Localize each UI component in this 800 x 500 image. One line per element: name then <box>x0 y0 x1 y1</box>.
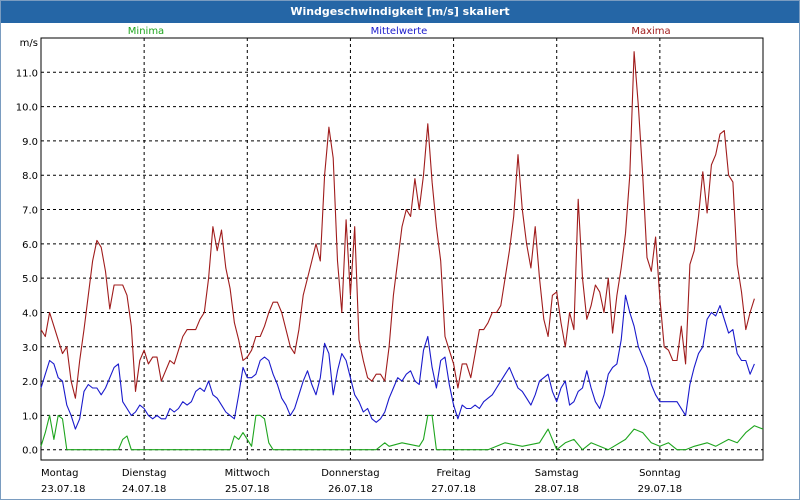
series-line-minima <box>40 414 764 451</box>
x-date-label: 23.07.18 <box>41 484 86 495</box>
legend-mittelwerte: Mittelwerte <box>371 26 428 37</box>
y-axis-label: m/s <box>20 38 38 49</box>
y-tick-label: 2.0 <box>22 377 38 388</box>
y-tick-label: 6.0 <box>22 240 38 251</box>
x-date-label: 28.07.18 <box>534 484 579 495</box>
legend-minima: Minima <box>128 26 164 37</box>
plot-frame <box>40 37 764 461</box>
y-tick-label: 0.0 <box>22 446 38 457</box>
x-date-label: 26.07.18 <box>328 484 373 495</box>
series-line-maxima <box>40 51 755 399</box>
x-day-label: Donnerstag <box>321 468 379 479</box>
series-line-mittelwerte <box>40 294 755 430</box>
x-date-label: 29.07.18 <box>638 484 683 495</box>
x-day-label: Montag <box>41 468 78 479</box>
x-day-label: Freitag <box>436 468 470 479</box>
y-tick-label: 1.0 <box>22 411 38 422</box>
y-tick-label: 11.0 <box>16 68 38 79</box>
x-day-label: Mittwoch <box>225 468 270 479</box>
x-day-label: Sonntag <box>639 468 681 479</box>
y-tick-label: 10.0 <box>16 103 38 114</box>
x-date-label: 27.07.18 <box>431 484 476 495</box>
x-date-label: 24.07.18 <box>122 484 167 495</box>
y-tick-label: 7.0 <box>22 206 38 217</box>
legend-maxima: Maxima <box>631 26 670 37</box>
x-day-label: Samstag <box>535 468 579 479</box>
y-tick-label: 3.0 <box>22 343 38 354</box>
y-tick-label: 4.0 <box>22 308 38 319</box>
y-tick-label: 9.0 <box>22 137 38 148</box>
x-day-label: Dienstag <box>122 468 167 479</box>
chart-title-bar: Windgeschwindigkeit [m/s] skaliert <box>1 1 799 23</box>
y-tick-label: 8.0 <box>22 171 38 182</box>
x-date-label: 25.07.18 <box>225 484 270 495</box>
y-tick-label: 5.0 <box>22 274 38 285</box>
